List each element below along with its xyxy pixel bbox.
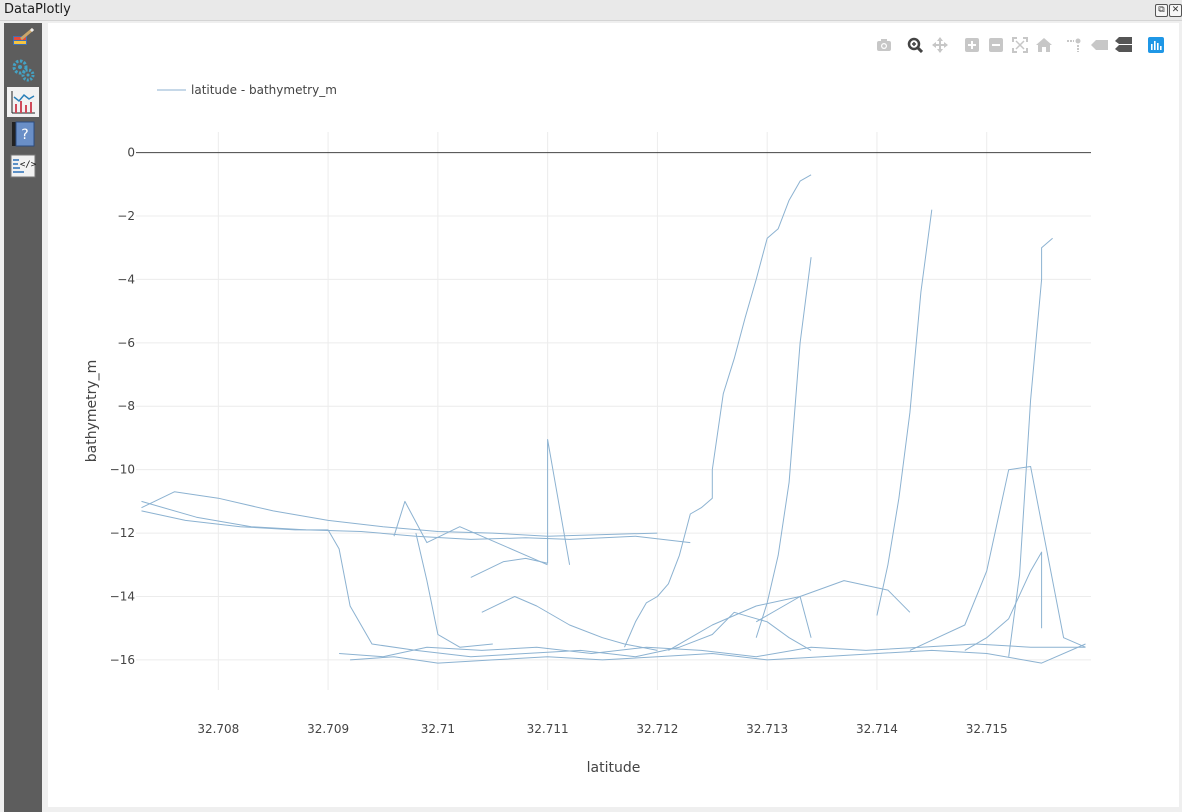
series-line-segment[interactable] [755, 257, 812, 638]
legend[interactable]: latitude - bathymetry_m [157, 83, 337, 97]
y-tick-label: −6 [117, 336, 135, 350]
series-line-segment[interactable] [481, 596, 658, 651]
home-icon [1036, 38, 1052, 52]
x-tick-label: 32.713 [746, 722, 788, 736]
hover-closest-icon [1091, 40, 1108, 50]
series-0[interactable] [141, 174, 1086, 664]
zoom-icon [907, 37, 923, 53]
series-line-segment[interactable] [470, 439, 571, 578]
x-tick-label: 32.715 [966, 722, 1008, 736]
x-tick-label: 32.709 [307, 722, 349, 736]
sidebar-item-plot-settings[interactable] [7, 23, 39, 53]
y-axis-ticks: 0 −2 −4 −6 −8 −10 −12 −14 −16 [110, 146, 135, 667]
hover-compare-button[interactable] [1114, 35, 1134, 55]
hover-closest-button[interactable] [1090, 35, 1110, 55]
legend-label: latitude - bathymetry_m [191, 83, 337, 97]
y-tick-label: −8 [117, 399, 135, 413]
window-titlebar: DataPlotly ⧉ ✕ [0, 0, 1182, 21]
series-line-segment[interactable] [964, 551, 1043, 651]
y-tick-label: −2 [117, 209, 135, 223]
sidebar-item-raw-plot[interactable]: </> [7, 151, 39, 181]
download-png-button[interactable] [874, 35, 894, 55]
y-tick-label: 0 [127, 146, 135, 160]
zoom-in-button[interactable] [962, 35, 982, 55]
autoscale-button[interactable] [1010, 35, 1030, 55]
series-line-segment[interactable] [393, 500, 548, 566]
pan-icon [932, 37, 948, 53]
plotly-logo-icon [1148, 37, 1164, 53]
x-tick-label: 32.708 [197, 722, 239, 736]
series-line-segment[interactable] [876, 209, 933, 616]
series-line-segment[interactable] [624, 174, 812, 648]
pan-mode-button[interactable] [930, 35, 950, 55]
series-line-segment[interactable] [339, 643, 1086, 658]
series-line-segment[interactable] [141, 510, 812, 658]
trace-layer [141, 174, 1086, 664]
series-line-segment[interactable] [141, 491, 658, 537]
zoom-out-icon [989, 38, 1003, 52]
y-axis-label: bathymetry_m [84, 360, 100, 463]
hover-compare-icon [1115, 37, 1132, 52]
gears-icon [12, 59, 35, 82]
restore-window-button[interactable]: ⧉ [1155, 4, 1168, 17]
series-line-segment[interactable] [755, 580, 911, 623]
series-line-segment[interactable] [141, 500, 691, 544]
camera-icon [877, 39, 891, 51]
series-line-segment[interactable] [909, 466, 1086, 651]
zoom-mode-button[interactable] [905, 35, 925, 55]
spike-lines-button[interactable] [1064, 35, 1084, 55]
x-axis-label: latitude [587, 760, 641, 776]
sidebar: ? </> [4, 23, 42, 812]
y-tick-label: −14 [110, 589, 135, 603]
svg-text:?: ? [21, 127, 28, 143]
zoom-out-button[interactable] [986, 35, 1006, 55]
sidebar-item-help[interactable]: ? [7, 119, 39, 149]
series-line-segment[interactable] [415, 532, 493, 648]
code-icon: </> [10, 154, 36, 178]
close-window-button[interactable]: ✕ [1169, 4, 1182, 17]
sidebar-item-properties[interactable] [7, 55, 39, 85]
zoom-in-icon [965, 38, 979, 52]
sidebar-item-plot-view[interactable] [7, 87, 39, 117]
grid [136, 132, 1091, 690]
svg-text:</>: </> [20, 160, 36, 170]
x-tick-label: 32.714 [856, 722, 898, 736]
x-tick-label: 32.711 [527, 722, 569, 736]
x-tick-label: 32.712 [636, 722, 678, 736]
reset-axes-button[interactable] [1034, 35, 1054, 55]
x-axis-ticks: 32.708 32.709 32.71 32.711 32.712 32.713 32.71… [197, 722, 1007, 736]
plotly-logo-button[interactable] [1146, 35, 1166, 55]
spike-lines-icon [1067, 38, 1081, 52]
paintbrush-icon [13, 27, 35, 45]
plot-canvas[interactable]: 32.708 32.709 32.71 32.711 32.712 32.713 32.71… [48, 23, 1179, 807]
plot-area: 32.708 32.709 32.71 32.711 32.712 32.713 32.71… [48, 23, 1179, 807]
help-icon: ? [12, 121, 35, 147]
series-line-segment[interactable] [350, 643, 1086, 664]
y-tick-label: −4 [117, 272, 135, 286]
x-tick-label: 32.71 [421, 722, 455, 736]
autoscale-icon [1012, 37, 1028, 53]
chart-icon [11, 91, 35, 114]
series-line-segment[interactable] [1008, 237, 1053, 657]
y-tick-label: −10 [110, 463, 135, 477]
y-tick-label: −12 [110, 526, 135, 540]
series-line-segment[interactable] [668, 596, 812, 651]
window-title: DataPlotly [4, 2, 71, 17]
y-tick-label: −16 [110, 653, 135, 667]
